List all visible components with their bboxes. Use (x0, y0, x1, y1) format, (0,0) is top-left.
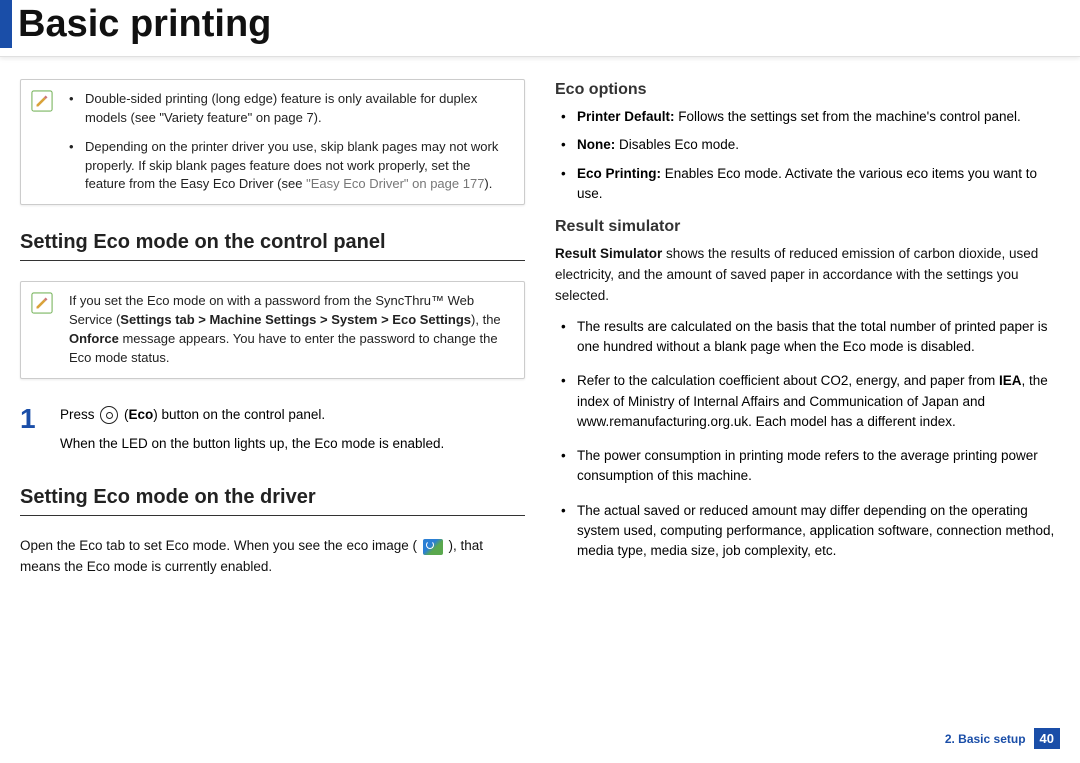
note-pencil-icon (31, 292, 53, 314)
rs-label: Result Simulator (555, 246, 662, 261)
rs-item-2: Refer to the calculation coefficient abo… (555, 371, 1060, 432)
note2-path: Settings tab > Machine Settings > System… (120, 312, 471, 327)
note-box-2: If you set the Eco mode on with a passwo… (20, 281, 525, 378)
note1-item2-d: ). (484, 176, 492, 191)
note1-item2-link[interactable]: "Easy Eco Driver" on page 177 (306, 176, 484, 191)
note2-onforce: Onforce (69, 331, 119, 346)
note2-c: message appears. You have to enter the p… (69, 331, 498, 365)
note-box-1: Double-sided printing (long edge) featur… (20, 79, 525, 205)
driver-a: Open the Eco tab to set Eco mode. When y… (20, 538, 421, 553)
eco-options-list: Printer Default: Follows the settings se… (555, 107, 1060, 204)
step1-c: ) button on the control panel. (153, 407, 325, 422)
note1-item1-text: Double-sided printing (long edge) featur… (85, 91, 477, 125)
note1-item1: Double-sided printing (long edge) featur… (69, 90, 510, 128)
driver-paragraph: Open the Eco tab to set Eco mode. When y… (20, 536, 525, 578)
title-accent (0, 0, 12, 48)
opt2-text: Disables Eco mode. (615, 137, 739, 152)
step-1: 1 Press (Eco) button on the control pane… (20, 405, 525, 463)
heading-eco-options: Eco options (555, 81, 1060, 99)
page-footer: 2. Basic setup 40 (945, 728, 1060, 749)
right-column: Eco options Printer Default: Follows the… (555, 79, 1060, 588)
heading-driver: Setting Eco mode on the driver (20, 486, 525, 516)
step-1-number: 1 (20, 405, 44, 463)
step1-a: Press (60, 407, 98, 422)
opt1-text: Follows the settings set from the machin… (675, 109, 1021, 124)
eco-image-icon (423, 539, 443, 555)
rs-item-3: The power consumption in printing mode r… (555, 446, 1060, 487)
title-bar: Basic printing (0, 0, 1080, 57)
note-pencil-icon (31, 90, 53, 112)
rs2-a: Refer to the calculation coefficient abo… (577, 373, 999, 388)
opt3-label: Eco Printing: (577, 166, 661, 181)
result-sim-list: The results are calculated on the basis … (555, 317, 1060, 562)
footer-page-number: 40 (1034, 728, 1060, 749)
note2-b: ), the (471, 312, 501, 327)
opt-printer-default: Printer Default: Follows the settings se… (555, 107, 1060, 127)
rs2-iea: IEA (999, 373, 1022, 388)
opt-eco-printing: Eco Printing: Enables Eco mode. Activate… (555, 164, 1060, 205)
opt2-label: None: (577, 137, 615, 152)
step1-eco: Eco (129, 407, 154, 422)
rs-item-4: The actual saved or reduced amount may d… (555, 501, 1060, 562)
left-column: Double-sided printing (long edge) featur… (20, 79, 525, 588)
footer-chapter: 2. Basic setup (945, 732, 1026, 746)
eco-button-icon (100, 406, 118, 424)
result-sim-intro: Result Simulator shows the results of re… (555, 244, 1060, 307)
step-1-body: Press (Eco) button on the control panel.… (60, 405, 525, 463)
note2-text: If you set the Eco mode on with a passwo… (69, 292, 510, 367)
heading-result-simulator: Result simulator (555, 218, 1060, 236)
rs-item-1: The results are calculated on the basis … (555, 317, 1060, 358)
note1-item2-a: Depending on the printer driver you use, (85, 139, 321, 154)
step1-d: When the LED on the button lights up, th… (60, 434, 525, 455)
note1-item2: Depending on the printer driver you use,… (69, 138, 510, 195)
heading-control-panel: Setting Eco mode on the control panel (20, 231, 525, 261)
page-title: Basic printing (18, 0, 271, 48)
two-column-layout: Double-sided printing (long edge) featur… (0, 79, 1080, 588)
opt1-label: Printer Default: (577, 109, 675, 124)
step1-b: ( (120, 407, 128, 422)
opt-none: None: Disables Eco mode. (555, 135, 1060, 155)
